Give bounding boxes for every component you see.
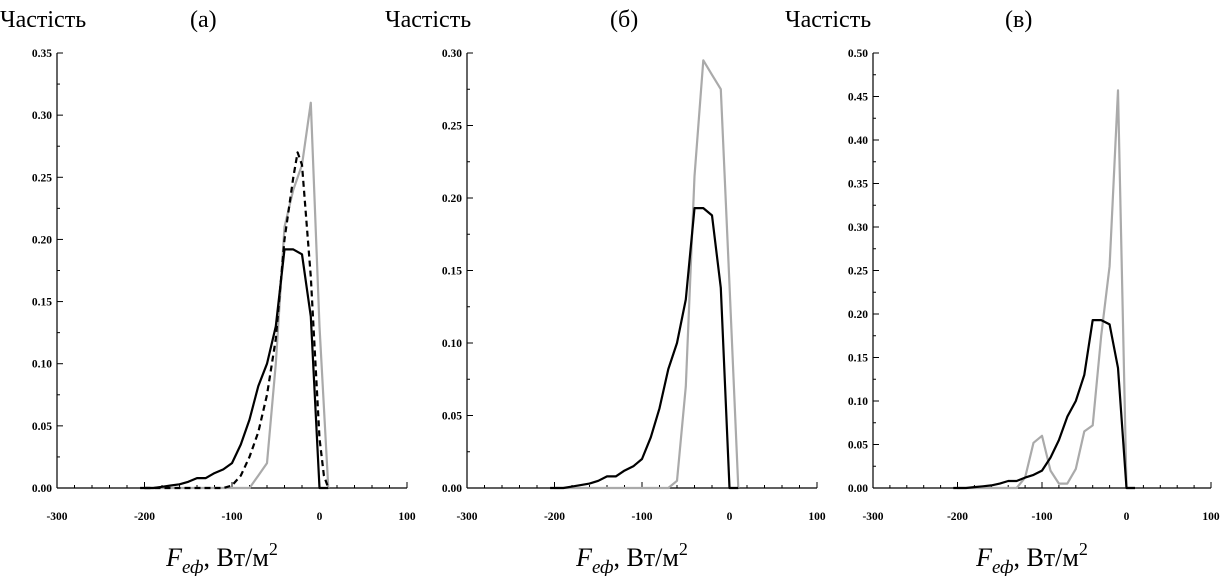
x-tick-label: -300 [46,511,67,523]
y-tick-label: 0.35 [32,48,52,60]
x-axis-unit: , Вт/м [1013,543,1078,572]
y-tick-label: 0.20 [32,234,52,246]
x-axis-subscript: еф [592,557,613,576]
y-tick-label: 0.20 [442,193,462,205]
y-tick-label: 0.30 [848,222,868,234]
y-tick-label: 0.05 [848,440,868,452]
x-tick-label: -200 [134,511,155,523]
x-axis-unit: , Вт/м [613,543,678,572]
y-tick-label: 0.05 [32,421,52,433]
x-axis-symbol: F [575,543,593,572]
y-tick-label: 0.25 [442,121,462,133]
x-axis-title: Fеф, Вт/м2 [165,539,278,576]
series-line-2 [957,89,1135,490]
y-tick-label: 0.20 [848,309,868,321]
x-axis-symbol: F [975,543,993,572]
x-tick-label: -100 [631,511,652,523]
series-line-1 [550,207,739,490]
panel-1: Частість (а) 0.00 0.05 0.10 0.15 0.20 0.25 0.30 0… [0,7,416,576]
panel-label: (б) [610,7,638,33]
y-tick-label: 0.15 [442,266,462,278]
series-line-2 [144,151,330,490]
x-axis-subscript: еф [182,557,203,576]
y-tick-label: 0.25 [848,266,868,278]
y-tick-label: 0.10 [442,338,462,350]
x-tick-label: 100 [808,511,826,523]
y-tick-label: 0.00 [442,483,462,495]
series-line-3 [144,101,330,490]
x-tick-label: 0 [317,511,323,523]
y-tick-label: 0.25 [32,172,52,184]
x-tick-label: 100 [1202,511,1220,523]
y-tick-label: 0.15 [32,297,52,309]
y-tick-label: 0.40 [848,135,868,147]
panel-label: (в) [1005,7,1032,33]
x-tick-label: -300 [456,511,477,523]
y-tick-label: 0.30 [442,48,462,60]
y-tick-label: 0.10 [32,359,52,371]
y-tick-label: 0.10 [848,396,868,408]
x-axis-symbol: F [165,543,183,572]
x-axis-title: Fеф, Вт/м2 [575,539,688,576]
x-tick-label: -100 [1031,511,1052,523]
panel-3: Частість (в) 0.00 0.05 0.10 0.15 0.20 0.25 0.30 0… [785,7,1220,576]
y-axis-title: Частість [785,7,871,33]
y-tick-label: 0.00 [848,483,868,495]
panel-label: (а) [190,7,217,33]
y-axis-title: Частість [0,7,86,33]
y-tick-label: 0.45 [848,92,868,104]
x-axis-subscript: еф [992,557,1013,576]
x-tick-label: -300 [862,511,883,523]
panel-2: Частість (б) 0.00 0.05 0.10 0.15 0.20 0.25 0.30 -… [385,7,826,576]
y-tick-label: 0.50 [848,48,868,60]
y-tick-label: 0.15 [848,353,868,365]
x-axis-unit: , Вт/м [203,543,268,572]
x-axis-unit-power: 2 [679,539,688,559]
x-tick-label: 100 [398,511,416,523]
x-tick-label: -100 [221,511,242,523]
series-line-1 [140,248,329,490]
x-tick-label: 0 [1124,511,1130,523]
series-line-2 [554,59,740,490]
series-line-1 [953,319,1135,490]
x-tick-label: -200 [544,511,565,523]
y-tick-label: 0.05 [442,411,462,423]
x-axis-title: Fеф, Вт/м2 [975,539,1088,576]
x-tick-label: 0 [727,511,733,523]
x-tick-label: -200 [947,511,968,523]
y-axis-title: Частість [385,7,471,33]
x-axis-unit-power: 2 [1079,539,1088,559]
y-tick-label: 0.35 [848,179,868,191]
x-axis-unit-power: 2 [269,539,278,559]
y-tick-label: 0.00 [32,483,52,495]
y-tick-label: 0.30 [32,110,52,122]
